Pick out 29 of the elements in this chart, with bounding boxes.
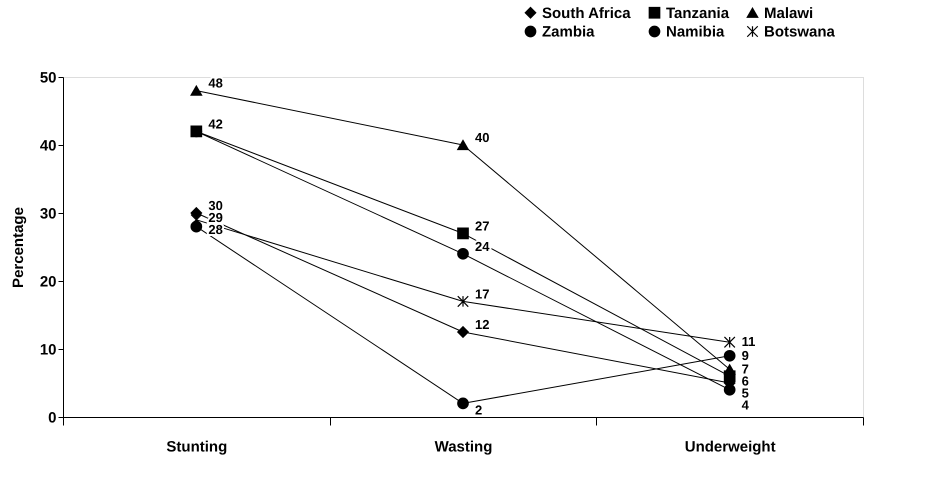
data-label: 12: [475, 317, 490, 332]
y-tick-label: 30: [40, 206, 56, 222]
legend-label: Namibia: [666, 24, 726, 40]
data-label: 48: [208, 76, 223, 91]
legend-label: Tanzania: [666, 4, 730, 22]
legend-label: Botswana: [764, 24, 836, 40]
legend-label: South Africa: [542, 4, 632, 22]
y-axis-title: Percentage: [10, 207, 27, 288]
x-tick-label: Underweight: [684, 438, 776, 456]
data-label: 28: [208, 222, 223, 237]
data-label: 24: [475, 238, 490, 254]
legend-label: Malawi: [764, 4, 814, 22]
data-label: 11: [742, 334, 756, 350]
y-tick-label: 40: [40, 138, 56, 154]
data-label: 29: [208, 210, 223, 225]
x-tick-label: Wasting: [434, 438, 492, 456]
data-label: 9: [742, 348, 749, 363]
y-tick-label: 50: [40, 70, 56, 86]
data-label: 42: [208, 116, 223, 132]
x-tick-label: Stunting: [166, 438, 228, 456]
y-tick-label: 20: [40, 274, 56, 290]
y-tick-label: 0: [48, 410, 56, 426]
data-label: 30: [208, 198, 223, 213]
data-label: 27: [475, 218, 490, 234]
y-tick-label: 10: [40, 342, 56, 358]
legend-label: Zambia: [542, 24, 596, 40]
data-label: 17: [475, 286, 490, 302]
data-label: 2: [475, 402, 482, 418]
data-label: 40: [475, 130, 490, 145]
